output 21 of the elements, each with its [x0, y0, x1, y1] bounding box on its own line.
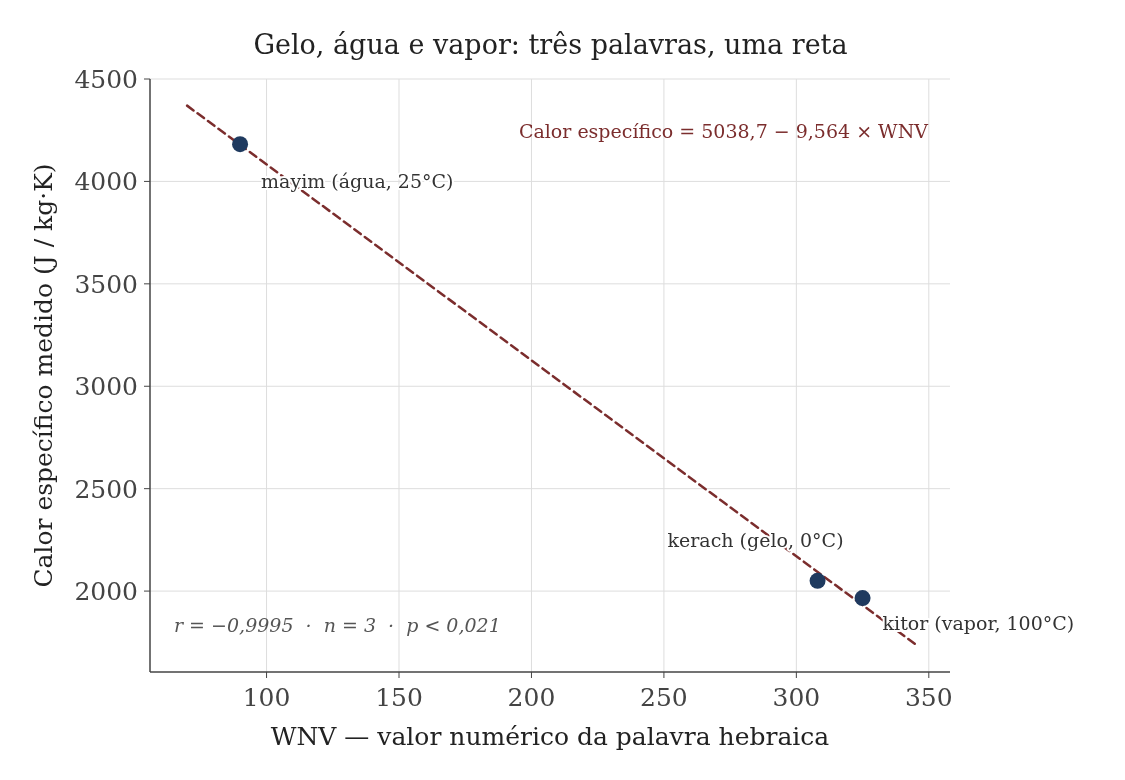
y-tick-label: 4000 — [74, 167, 138, 197]
x-tick-label: 150 — [375, 683, 423, 712]
y-tick-label: 2500 — [74, 474, 138, 504]
x-tick-label: 250 — [640, 683, 688, 712]
annotation: r = −0,9995 · n = 3 · p < 0,021 — [174, 614, 501, 636]
point — [809, 572, 826, 589]
point — [854, 590, 871, 607]
chart-title: Gelo, água e vapor: três palavras, uma reta — [253, 29, 848, 60]
y-tick-label: 3500 — [74, 269, 138, 299]
x-tick-label: 300 — [772, 683, 821, 712]
x-tick-label: 200 — [507, 683, 556, 712]
x-axis-title: WNV — valor numérico da palavra hebraica — [270, 722, 830, 751]
y-tick-label: 2000 — [74, 577, 138, 607]
y-axis-title: Calor específico medido (J / kg·K) — [29, 163, 58, 588]
y-tick-label: 3000 — [74, 372, 138, 402]
point — [232, 136, 249, 153]
x-tick-label: 100 — [242, 683, 291, 712]
y-tick-label: 4500 — [74, 65, 138, 94]
annotation: Calor específico = 5038,7 − 9,564 × WNV — [518, 120, 929, 142]
annotation: kerach (gelo, 0°C) — [667, 528, 844, 551]
x-tick-label: 350 — [904, 683, 953, 712]
